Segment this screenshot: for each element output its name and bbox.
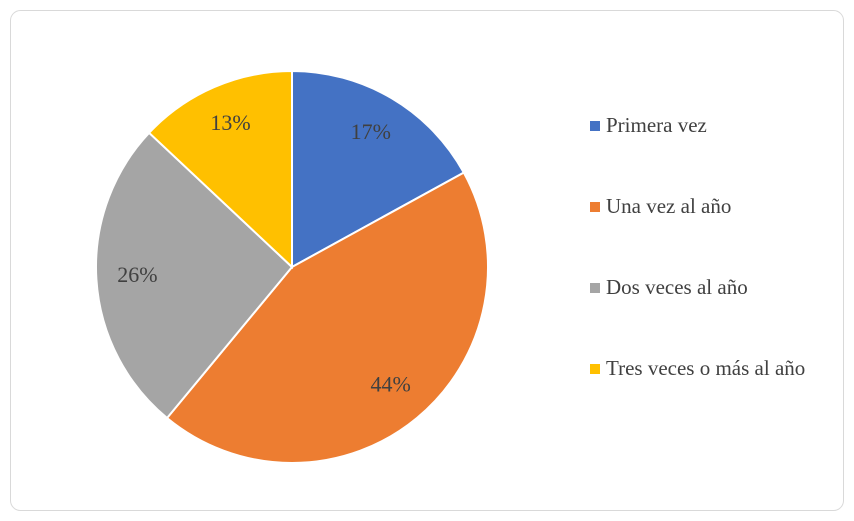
pie-slice [291, 69, 466, 269]
legend-swatch [590, 121, 600, 131]
legend-label: Dos veces al año [606, 275, 748, 299]
legend: Primera vez Una vez al año Dos veces al añ… [590, 112, 840, 436]
data-label: 17% [351, 119, 391, 144]
legend-item: Primera vez [590, 112, 840, 193]
legend-swatch [590, 283, 600, 293]
pie-slice [95, 131, 294, 420]
legend-swatch [590, 364, 600, 374]
legend-swatch [590, 202, 600, 212]
legend-label: Primera vez [606, 113, 707, 137]
legend-label: Tres veces o más al año [606, 356, 806, 380]
data-label: 26% [117, 262, 157, 287]
pie-slice [165, 171, 489, 464]
data-label: 13% [210, 110, 250, 135]
legend-item: Dos veces al año [590, 274, 840, 355]
legend-item: Una vez al año [590, 193, 840, 274]
data-label: 44% [371, 371, 411, 396]
legend-label: Una vez al año [606, 194, 732, 218]
pie-slice [147, 69, 293, 270]
legend-item: Tres veces o más al año [590, 355, 840, 436]
